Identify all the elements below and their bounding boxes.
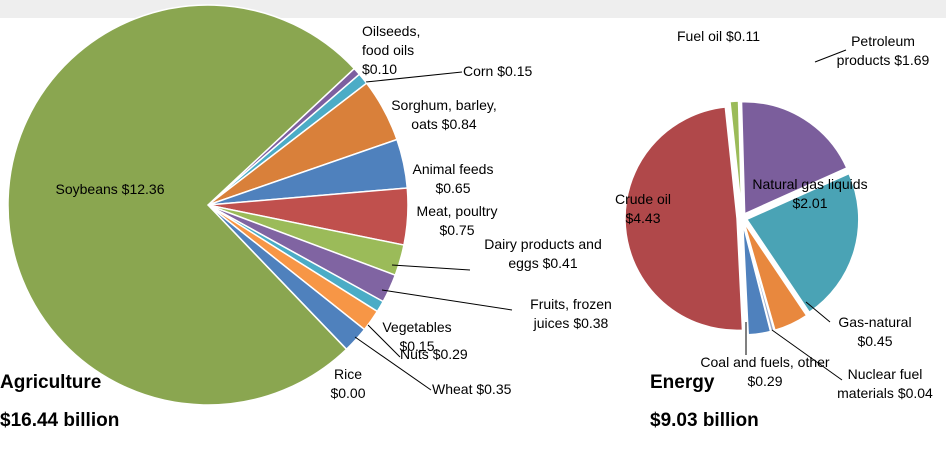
pie-slice bbox=[745, 172, 860, 314]
value-label: $0.15 bbox=[497, 63, 533, 79]
chart-subtitle: $16.44 billion bbox=[0, 410, 119, 432]
category-name: Coal and fuels, other bbox=[700, 354, 830, 370]
value-label: $0.00 bbox=[330, 385, 366, 401]
pie-slice bbox=[729, 100, 743, 214]
slice-label: Crude oil $4.43 bbox=[603, 190, 683, 228]
category-name: Nuclear fuel materials bbox=[837, 366, 923, 401]
category-name: Crude oil bbox=[614, 191, 672, 207]
category-name: Meat, poultry bbox=[416, 203, 498, 219]
category-name: Sorghum, barley, oats bbox=[391, 97, 497, 132]
leader-line bbox=[367, 324, 401, 358]
category-name: Petroleum products bbox=[836, 33, 915, 68]
slice-label: Fuel oil $0.11 bbox=[677, 27, 797, 46]
pie-slice bbox=[624, 106, 744, 332]
leader-line bbox=[354, 336, 432, 391]
value-label: $0.41 bbox=[542, 255, 578, 271]
slice-label: Animal feeds $0.65 bbox=[403, 160, 503, 198]
category-name: Nuts bbox=[400, 346, 429, 362]
category-name: Animal feeds bbox=[412, 161, 494, 177]
value-label: $0.84 bbox=[441, 116, 477, 132]
category-name: Rice bbox=[333, 366, 362, 382]
slice-label: Rice $0.00 bbox=[318, 365, 378, 403]
subtitle-text: $16.44 billion bbox=[0, 410, 120, 431]
value-label: $0.10 bbox=[362, 61, 398, 77]
chart-subtitle: $9.03 billion bbox=[650, 410, 759, 432]
leader-line bbox=[381, 289, 513, 311]
slice-label: Meat, poultry $0.75 bbox=[402, 202, 512, 240]
slice-label: Sorghum, barley, oats $0.84 bbox=[379, 96, 509, 134]
category-name: Wheat bbox=[432, 381, 473, 397]
pie-slice bbox=[7, 4, 356, 406]
slice-label: Dairy products and eggs $0.41 bbox=[478, 235, 608, 273]
value-label: $0.29 bbox=[432, 346, 468, 362]
value-label: $0.29 bbox=[747, 373, 783, 389]
value-label: $0.75 bbox=[439, 222, 475, 238]
category-name: Fuel oil bbox=[677, 28, 723, 44]
category-name: Dairy products and eggs bbox=[484, 236, 602, 271]
slice-label: Nuclear fuel materials $0.04 bbox=[835, 365, 935, 403]
leader-line bbox=[391, 264, 471, 271]
value-label: $1.69 bbox=[894, 52, 930, 68]
slice-label: Fruits, frozen juices $0.38 bbox=[511, 295, 631, 333]
value-label: $0.65 bbox=[435, 180, 471, 196]
slice-label: Petroleum products $1.69 bbox=[833, 32, 933, 70]
top-band bbox=[0, 0, 946, 18]
slice-label: Vegetables $0.15 bbox=[367, 318, 467, 356]
title-text: Energy bbox=[650, 372, 715, 393]
slice-label: Wheat $0.35 bbox=[432, 380, 552, 399]
category-name: Fruits, frozen juices bbox=[530, 296, 612, 331]
value-label: $2.01 bbox=[792, 195, 828, 211]
title-text: Agriculture bbox=[0, 372, 102, 393]
slice-label: Coal and fuels, other $0.29 bbox=[700, 353, 830, 391]
subtitle-text: $9.03 billion bbox=[650, 410, 759, 431]
slice-label: Nuts $0.29 bbox=[400, 345, 510, 364]
category-name: Oilseeds, food oils bbox=[362, 23, 421, 58]
pie-slice bbox=[741, 222, 772, 336]
leader-line bbox=[805, 301, 831, 323]
leader-line bbox=[365, 71, 463, 83]
category-name: Corn bbox=[463, 63, 494, 79]
slice-label: Soybeans $12.36 bbox=[20, 180, 200, 199]
value-label: $0.35 bbox=[476, 381, 512, 397]
category-name: Natural gas liquids bbox=[752, 176, 868, 192]
slice-label: Gas-natural $0.45 bbox=[820, 313, 930, 351]
slice-label: Natural gas liquids $2.01 bbox=[750, 175, 870, 213]
value-label: $0.38 bbox=[573, 315, 609, 331]
category-name: Soybeans bbox=[55, 181, 118, 197]
slice-label: Corn $0.15 bbox=[463, 62, 573, 81]
category-name: Vegetables bbox=[382, 319, 452, 335]
value-label: $0.45 bbox=[857, 333, 893, 349]
leader-line bbox=[771, 329, 843, 381]
slice-label: Oilseeds, food oils $0.10 bbox=[362, 22, 434, 79]
chart-title: Energy bbox=[650, 372, 714, 394]
pie-slice bbox=[743, 222, 808, 332]
value-label: $0.11 bbox=[726, 28, 761, 44]
category-name: Gas-natural bbox=[838, 314, 912, 330]
value-label: $12.36 bbox=[121, 181, 165, 197]
value-label: $0.04 bbox=[897, 385, 933, 401]
chart-title: Agriculture bbox=[0, 372, 101, 394]
value-label: $4.43 bbox=[625, 210, 661, 226]
value-label: $0.15 bbox=[399, 338, 435, 354]
pie-slice bbox=[740, 101, 848, 215]
leader-line bbox=[814, 49, 847, 63]
